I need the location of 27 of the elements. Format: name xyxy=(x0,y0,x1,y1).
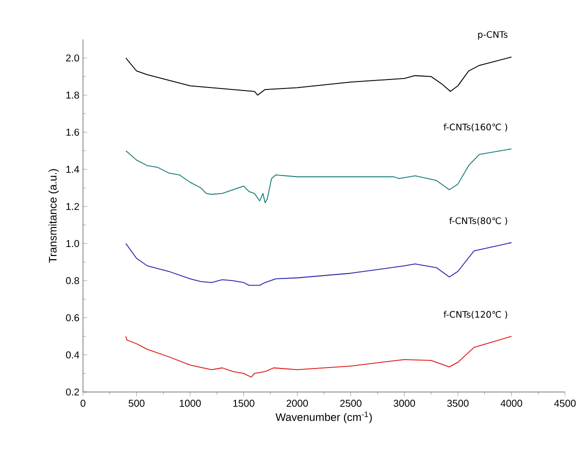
y-tick-label: 0.4 xyxy=(66,351,80,358)
text: f-CNTs(120℃ ) xyxy=(444,310,508,319)
x-tick-label: 4000 xyxy=(500,400,522,407)
y-tick-label: 1.6 xyxy=(66,128,80,136)
x-tick-label: 1000 xyxy=(180,400,201,407)
y-axis-title: Transmitance (a.u.) xyxy=(48,169,59,263)
x-tick-label: 3500 xyxy=(447,400,469,407)
line-series xyxy=(125,242,512,286)
x-axis-title: Wavenumber (cm$^{-1}$) xyxy=(276,412,372,424)
y-tick-label: 1.2 xyxy=(66,202,79,210)
series-label: p-CNTs xyxy=(478,31,508,40)
y-tick-label: 2.0 xyxy=(66,54,80,62)
text: f-CNTs(80℃ ) xyxy=(449,217,508,226)
y-tick-label: 0.6 xyxy=(66,314,80,322)
x-tick-label: 1500 xyxy=(233,400,254,407)
y-tick-label: 0.8 xyxy=(66,277,80,284)
x-tick-label: 2000 xyxy=(286,400,308,407)
y-tick-label: 1.0 xyxy=(66,240,80,248)
x-tick-label: 4500 xyxy=(554,400,576,407)
x-tick-label: 0 xyxy=(80,400,86,407)
y-tick-label: 0.2 xyxy=(66,388,79,396)
y-tick-label: 1.8 xyxy=(66,92,80,99)
x-tick-label: 500 xyxy=(128,400,144,407)
series-label: f-CNTs(160℃ ) xyxy=(444,123,508,132)
y-tick-label: 1.4 xyxy=(66,166,80,173)
x-tick-label: 3000 xyxy=(394,400,416,407)
x-tick-label: 2500 xyxy=(340,400,362,407)
